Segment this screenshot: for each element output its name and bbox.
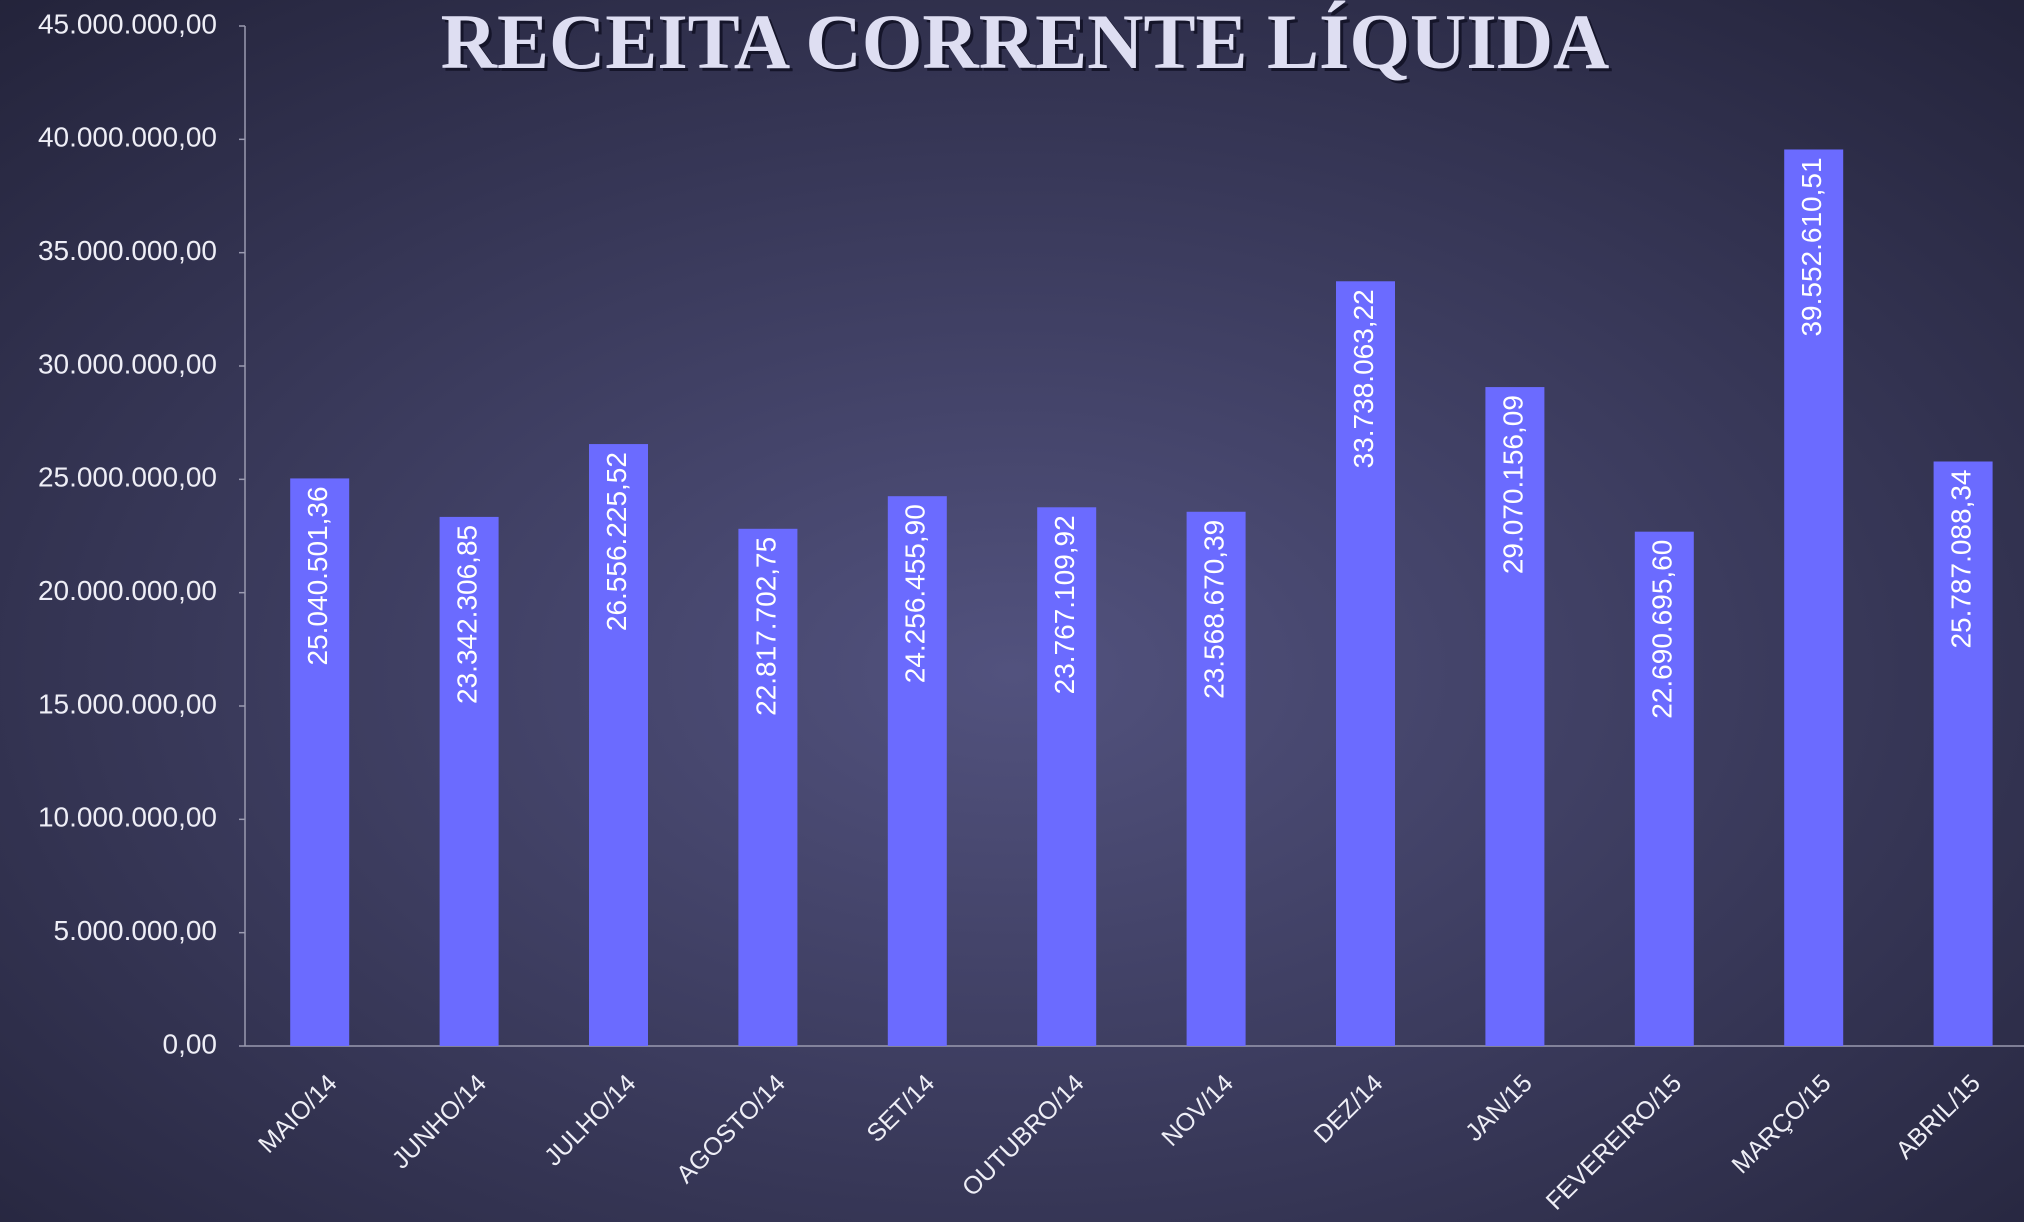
bar — [290, 478, 350, 1047]
value-label: 25.040.501,36 — [302, 486, 333, 665]
value-label: 29.070.156,09 — [1497, 395, 1528, 574]
bar — [738, 528, 798, 1046]
y-tick-label: 5.000.000,00 — [54, 915, 218, 946]
bar — [439, 516, 499, 1046]
bar — [1485, 387, 1545, 1046]
y-tick-label: 35.000.000,00 — [38, 235, 217, 266]
value-label: 25.787.088,34 — [1945, 469, 1976, 648]
value-label: 39.552.610,51 — [1796, 157, 1827, 336]
bar — [1186, 511, 1246, 1046]
value-label: 23.342.306,85 — [451, 525, 482, 704]
y-tick-label: 20.000.000,00 — [38, 575, 217, 606]
bar — [887, 496, 947, 1046]
bar — [1634, 531, 1694, 1046]
value-label: 23.767.109,92 — [1049, 515, 1080, 694]
bar — [589, 444, 648, 1046]
value-label: 22.817.702,75 — [750, 537, 781, 716]
value-label: 33.738.063,22 — [1348, 289, 1379, 468]
y-tick-label: 45.000.000,00 — [38, 8, 217, 39]
bar — [1336, 281, 1395, 1046]
bar — [1037, 507, 1097, 1047]
title-shadow: RECEITA CORRENTE LÍQUIDA — [444, 1, 1613, 88]
y-tick-label: 30.000.000,00 — [38, 348, 217, 379]
value-label: 26.556.225,52 — [601, 452, 632, 631]
y-tick-label: 15.000.000,00 — [38, 688, 217, 719]
value-label: 24.256.455,90 — [900, 504, 931, 683]
value-label: 23.568.670,39 — [1198, 520, 1229, 699]
value-label: 22.690.695,60 — [1647, 540, 1678, 719]
y-tick-label: 40.000.000,00 — [38, 122, 217, 153]
chart-title: RECEITA CORRENTE LÍQUIDA — [441, 0, 1610, 85]
y-tick-label: 10.000.000,00 — [38, 802, 217, 833]
y-tick-label: 0,00 — [163, 1028, 218, 1059]
y-tick-label: 25.000.000,00 — [38, 462, 217, 493]
bar — [1784, 149, 1844, 1046]
bar — [1933, 461, 1993, 1046]
